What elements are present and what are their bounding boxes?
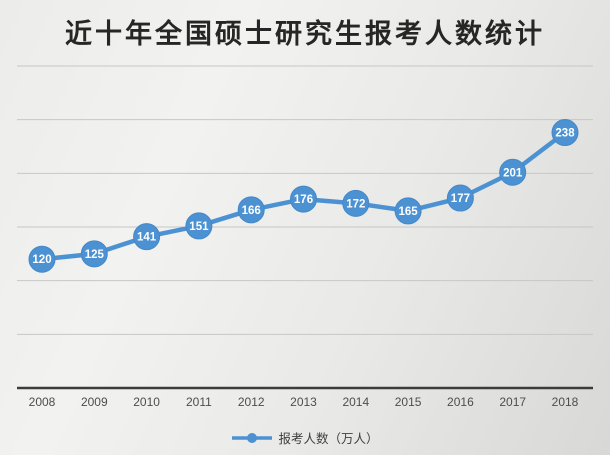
x-tick-label: 2010 <box>133 395 160 409</box>
data-point-marker <box>394 197 422 225</box>
data-point-marker <box>551 119 579 147</box>
data-point-marker <box>133 223 161 251</box>
data-point-label: 166 <box>242 205 261 217</box>
chart-title: 近十年全国硕士研究生报考人数统计 <box>65 19 545 49</box>
x-tick-label: 2015 <box>395 395 422 409</box>
x-tick-label: 2008 <box>29 395 56 409</box>
data-point-label: 238 <box>555 128 575 140</box>
data-point-label: 120 <box>32 254 51 266</box>
legend: 报考人数（万人） <box>0 428 610 447</box>
data-point-label: 172 <box>346 198 365 210</box>
data-point-label: 141 <box>137 232 157 244</box>
x-tick-label: 2011 <box>186 395 212 409</box>
legend-label: 报考人数（万人） <box>278 432 379 446</box>
data-point-label: 165 <box>399 206 419 218</box>
legend-line-marker-icon <box>232 432 273 443</box>
data-point-label: 125 <box>85 249 105 261</box>
data-point-label: 151 <box>189 221 209 233</box>
x-tick-label: 2016 <box>447 395 474 409</box>
data-point-label: 177 <box>451 193 470 205</box>
data-point-marker <box>185 212 213 240</box>
data-point-marker <box>237 196 265 224</box>
data-point-marker <box>446 184 474 212</box>
data-point-marker <box>342 189 370 217</box>
data-point-label: 176 <box>294 194 313 206</box>
x-tick-label: 2017 <box>499 395 526 409</box>
data-point-marker <box>290 185 317 213</box>
x-tick-label: 2012 <box>238 395 265 409</box>
x-tick-label: 2013 <box>290 395 317 409</box>
x-tick-label: 2009 <box>81 395 108 409</box>
data-point-marker <box>499 158 527 186</box>
x-tick-label: 2018 <box>552 395 579 409</box>
data-point-marker <box>28 245 56 273</box>
data-point-marker <box>80 240 108 268</box>
x-tick-label: 2014 <box>342 395 369 409</box>
data-point-label: 201 <box>503 167 523 179</box>
